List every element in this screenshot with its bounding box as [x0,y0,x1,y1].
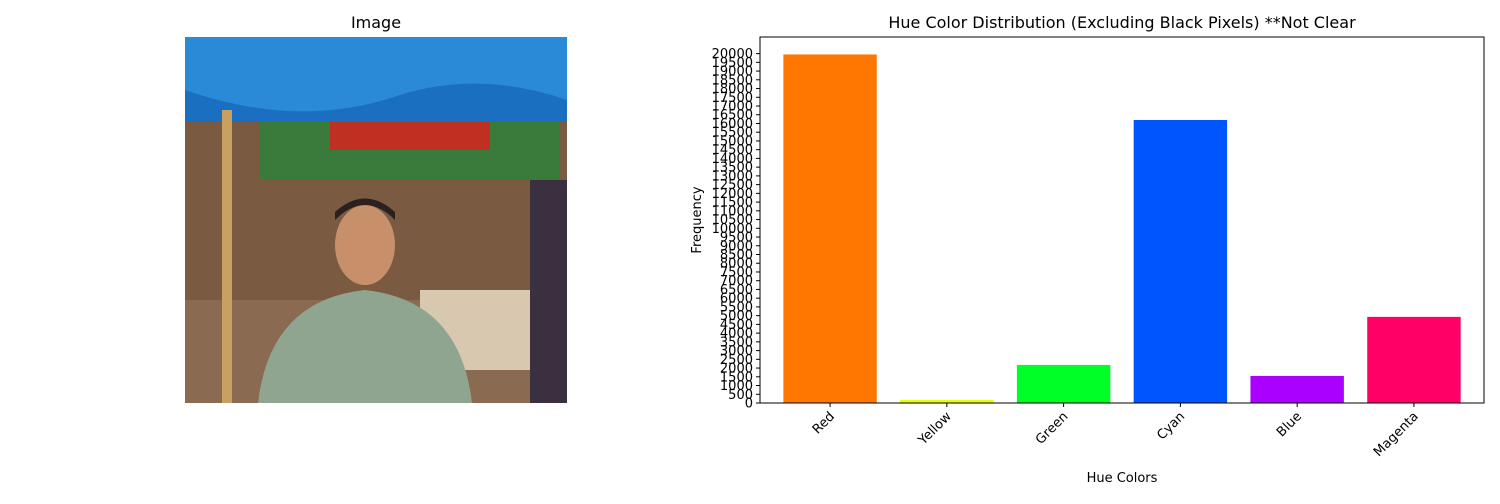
x-axis-label: Hue Colors [1087,471,1158,486]
y-tick-label: 12000 [712,187,753,202]
y-tick-label: 19500 [712,56,753,71]
image-title: Image [351,13,401,32]
y-tick-label: 3500 [720,335,753,350]
y-axis-label: Frequency [690,186,705,253]
y-tick-label: 14500 [712,143,753,158]
y-tick-label: 6000 [720,292,753,307]
y-tick-label: 16000 [712,117,753,132]
y-tick-label: 10500 [712,213,753,228]
x-tick-label: Green [1033,409,1071,447]
y-tick-label: 0 [745,397,753,412]
y-tick-label: 15000 [712,134,753,149]
y-tick-label: 16500 [712,108,753,123]
y-tick-label: 6500 [720,283,753,298]
photo [185,37,567,403]
y-tick-label: 9000 [720,239,753,254]
x-tick-label: Cyan [1154,409,1188,443]
bar [1367,316,1461,403]
y-tick-label: 15500 [712,126,753,141]
y-tick-label: 12500 [712,178,753,193]
y-tick-label: 18500 [712,73,753,88]
bar [900,400,994,403]
y-tick-label: 18000 [712,82,753,97]
x-tick-label: Blue [1274,409,1305,440]
chart-title: Hue Color Distribution (Excluding Black … [888,13,1356,32]
y-tick-label: 8000 [720,257,753,272]
y-tick-label: 5000 [720,309,753,324]
y-tick-label: 9500 [720,231,753,246]
y-tick-label: 14000 [712,152,753,167]
y-tick-label: 13500 [712,161,753,176]
y-tick-label: 19000 [712,65,753,80]
y-tick-label: 7000 [720,274,753,289]
bar [1133,119,1228,404]
x-tick-label: Red [810,409,838,437]
bar [783,54,877,404]
y-tick-label: 20000 [712,47,753,62]
y-tick-label: 4000 [720,327,753,342]
y-tick-label: 17000 [712,100,753,115]
y-tick-label: 500 [728,388,753,403]
axes-frame [759,36,1485,404]
bar [1250,375,1344,403]
y-tick-label: 2500 [720,353,753,368]
y-tick-label: 1500 [720,370,753,385]
y-tick-label: 1000 [720,379,753,394]
y-tick-label: 8500 [720,248,753,263]
y-tick-label: 7500 [720,265,753,280]
y-tick-label: 11000 [712,204,753,219]
x-tick-label: Yellow [915,409,955,449]
y-tick-label: 11500 [712,196,753,211]
y-tick-label: 5500 [720,300,753,315]
x-tick-label: Magenta [1371,409,1422,460]
y-tick-label: 3000 [720,344,753,359]
y-tick-label: 10000 [712,222,753,237]
y-tick-label: 13000 [712,169,753,184]
y-tick-label: 17500 [712,91,753,106]
bar [1016,364,1111,403]
y-tick-label: 2000 [720,362,753,377]
y-tick-label: 4500 [720,318,753,333]
